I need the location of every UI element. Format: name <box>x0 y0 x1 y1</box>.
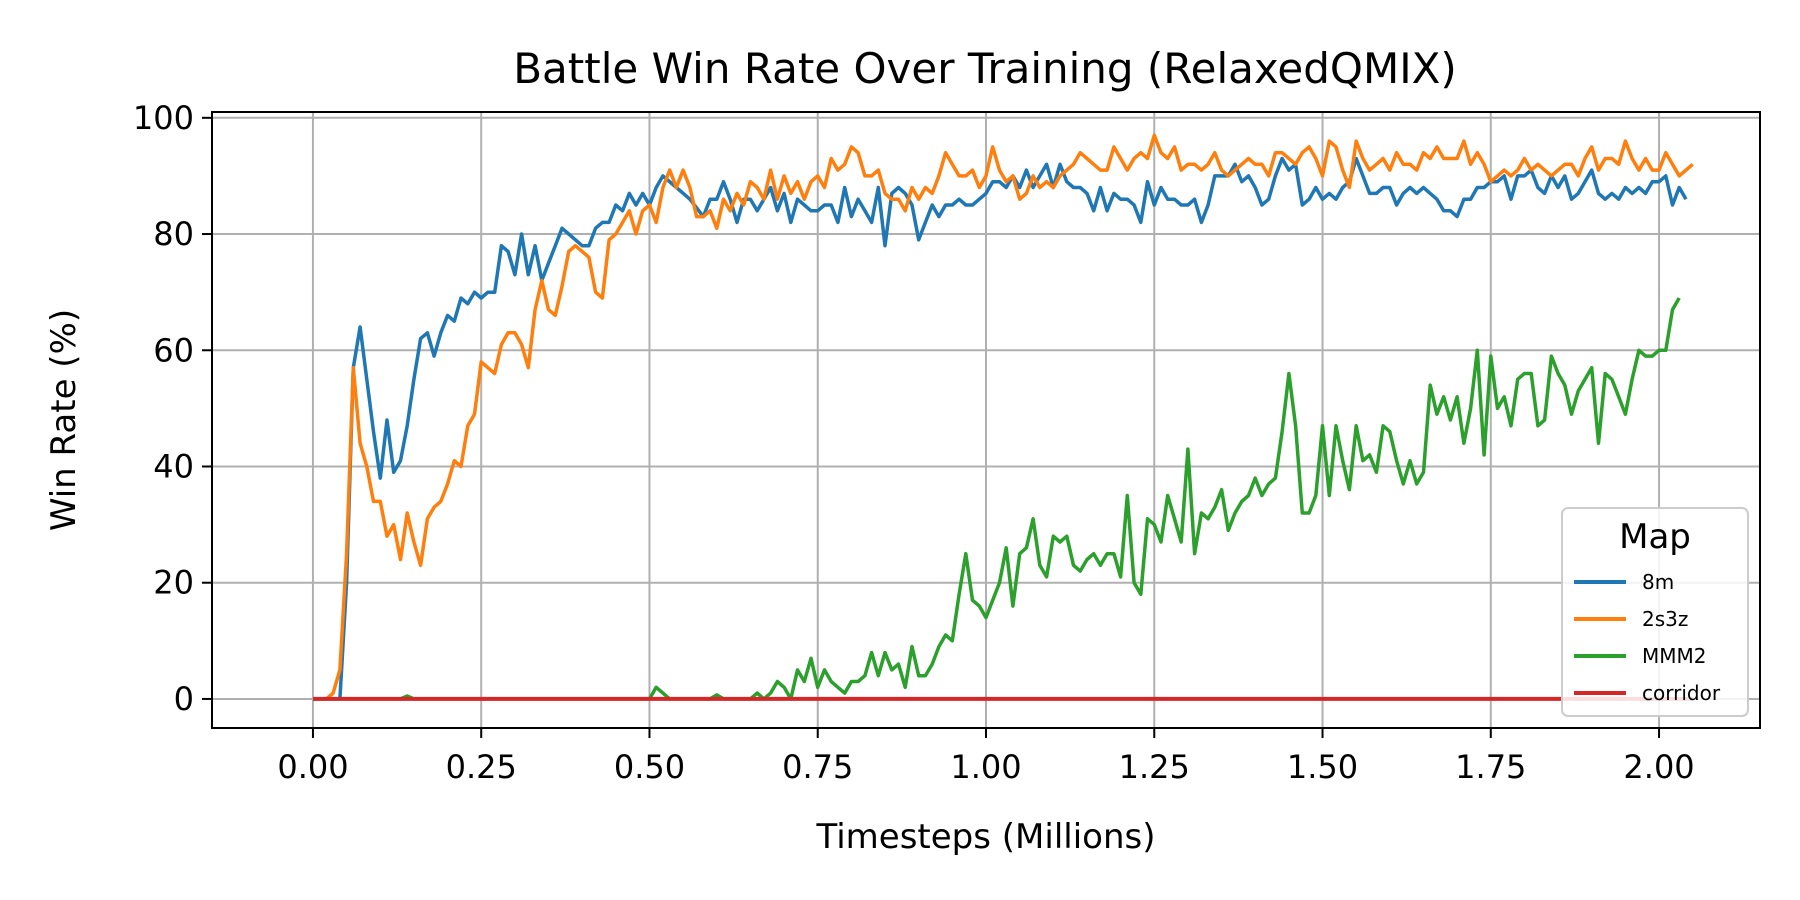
chart-title: Battle Win Rate Over Training (RelaxedQM… <box>513 44 1457 93</box>
legend-label-8m: 8m <box>1642 570 1674 594</box>
y-axis-label: Win Rate (%) <box>44 309 84 531</box>
legend-label-mmm2: MMM2 <box>1642 644 1707 668</box>
series-line-mmm2 <box>313 297 1681 701</box>
x-axis-ticks: 0.00 0.25 0.50 0.75 1.00 1.25 1.50 1.75 2.00 <box>277 728 1695 786</box>
legend-title: Map <box>1619 517 1691 557</box>
legend-label-2s3z: 2s3z <box>1642 607 1688 631</box>
legend-label-corridor: corridor <box>1642 681 1721 705</box>
y-tick-label: 60 <box>153 331 194 369</box>
x-tick-label: 1.75 <box>1455 748 1526 786</box>
y-tick-label: 80 <box>153 215 194 253</box>
x-tick-label: 1.00 <box>950 748 1021 786</box>
x-tick-label: 1.25 <box>1119 748 1190 786</box>
y-axis-ticks: 0 20 40 60 80 100 <box>133 99 212 718</box>
y-tick-label: 100 <box>133 99 194 137</box>
x-tick-label: 2.00 <box>1623 748 1694 786</box>
x-tick-label: 0.25 <box>446 748 517 786</box>
legend: Map 8m 2s3z MMM2 corridor <box>1561 507 1749 717</box>
y-tick-label: 40 <box>153 447 194 485</box>
x-tick-label: 0.00 <box>277 748 348 786</box>
series-lines <box>313 133 1694 701</box>
series-line-2s3z <box>313 133 1694 701</box>
x-tick-label: 0.50 <box>614 748 685 786</box>
legend-box <box>1561 507 1749 717</box>
x-tick-label: 0.75 <box>782 748 853 786</box>
x-axis-label: Timesteps (Millions) <box>816 817 1156 857</box>
x-tick-label: 1.50 <box>1287 748 1358 786</box>
y-tick-label: 20 <box>153 564 194 602</box>
y-tick-label: 0 <box>174 680 194 718</box>
